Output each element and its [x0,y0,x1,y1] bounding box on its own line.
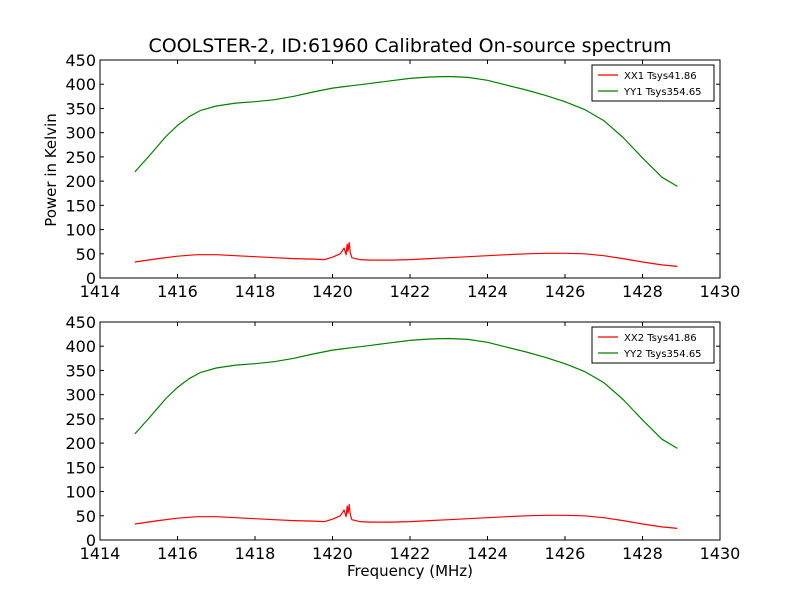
x-tick-label: 1430 [700,544,741,563]
legend-label: YY1 Tsys354.65 [623,87,702,98]
y-tick-label: 200 [65,172,96,191]
x-tick-label: 1420 [312,544,353,563]
x-tick-label: 1424 [467,544,508,563]
y-tick-label: 450 [65,51,96,70]
series-line-yy1 [134,75,678,187]
y-tick-label: 300 [65,386,96,405]
legend-box [591,326,715,364]
y-tick-label: 350 [65,99,96,118]
y-tick-label: 0 [86,269,96,288]
x-tick-label: 1420 [312,282,353,301]
legend-label: YY2 Tsys354.65 [623,349,702,360]
x-tick-label: 1422 [390,282,431,301]
chart-title: COOLSTER-2, ID:61960 Calibrated On-sourc… [148,35,671,57]
x-tick-label: 1418 [235,282,276,301]
x-tick-label: 1414 [80,544,121,563]
series-line-xx1 [134,242,678,267]
y-axis-label: Power in Kelvin [42,113,60,227]
chart-panel-2: 1414 1416 1418 1420 1422 1424 1426 1428 1430 0 50 1… [65,313,740,563]
x-tick-label: 1416 [157,544,198,563]
y-tick-label: 450 [65,313,96,332]
legend-1: XX1 Tsys41.86 YY1 Tsys354.65 [591,64,715,102]
x-tick-label: 1428 [622,544,663,563]
x-tick-label: 1426 [545,282,586,301]
y-tick-label: 400 [65,337,96,356]
x-tick-label: 1428 [622,282,663,301]
series-line-xx2 [134,504,678,529]
y-tick-label: 0 [86,531,96,550]
y-tick-label: 250 [65,148,96,167]
chart-panel-1: 1414 1416 1418 1420 1422 1424 1426 1428 1430 0 50 1… [65,51,740,301]
x-tick-label: 1414 [80,282,121,301]
panels-group: 1414 1416 1418 1420 1422 1424 1426 1428 1430 0 50 1… [65,51,740,563]
x-tick-label: 1430 [700,282,741,301]
x-tick-label: 1416 [157,282,198,301]
legend-label: XX2 Tsys41.86 [624,333,697,344]
y-tick-label: 100 [65,221,96,240]
y-tick-label: 50 [76,245,96,264]
x-tick-label: 1422 [390,544,431,563]
series-line-yy2 [134,337,678,449]
x-tick-label: 1418 [235,544,276,563]
x-axis-label: Frequency (MHz) [347,562,473,580]
y-tick-label: 50 [76,507,96,526]
x-tick-label: 1426 [545,544,586,563]
y-tick-label: 250 [65,410,96,429]
y-tick-label: 300 [65,124,96,143]
y-tick-label: 350 [65,361,96,380]
y-tick-label: 400 [65,75,96,94]
legend-label: XX1 Tsys41.86 [624,71,697,82]
y-tick-label: 100 [65,483,96,502]
legend-box [591,64,715,102]
y-tick-label: 150 [65,458,96,477]
y-tick-label: 200 [65,434,96,453]
x-tick-label: 1424 [467,282,508,301]
y-tick-label: 150 [65,196,96,215]
legend-2: XX2 Tsys41.86 YY2 Tsys354.65 [591,326,715,364]
